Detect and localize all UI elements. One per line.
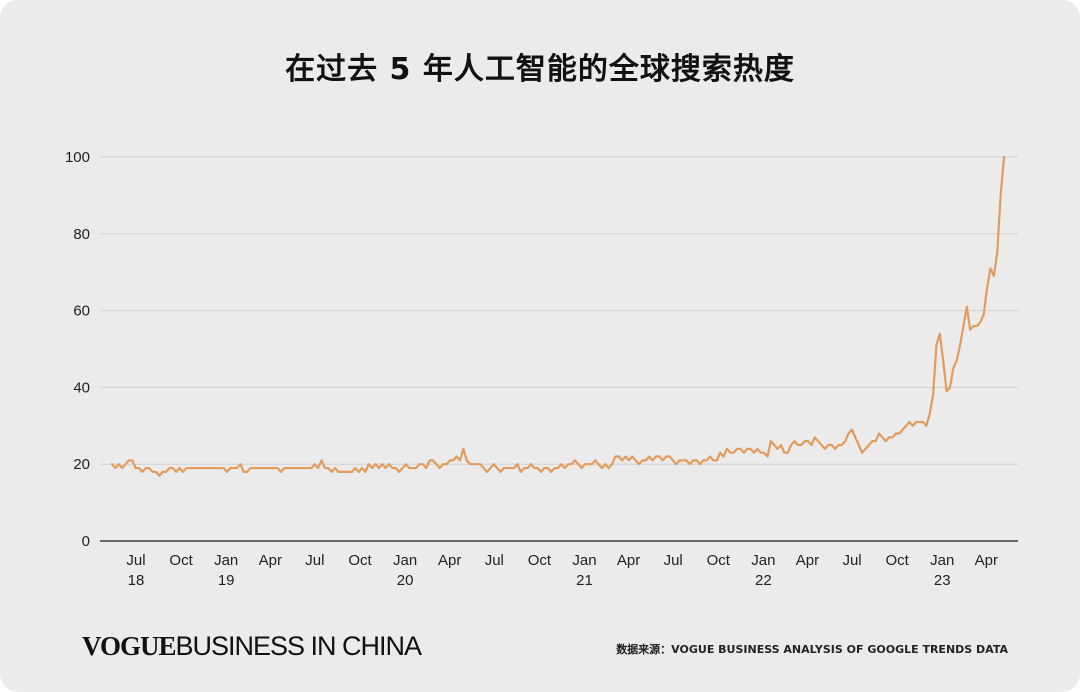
x-tick-label: Jan <box>572 552 596 569</box>
logo-vogue-text: VOGUE <box>82 631 176 661</box>
y-tick-label: 20 <box>73 456 90 473</box>
x-tick-label: Jan <box>751 552 775 569</box>
x-tick-label: Jan <box>930 552 954 569</box>
x-tick-label: Apr <box>259 552 282 569</box>
x-tick-label: Apr <box>796 552 819 569</box>
x-tick-label: Oct <box>707 552 731 569</box>
x-axis-labels: Jul 18 Oct Jan 19 Apr Jul Oct Jan 20 Apr Jul Oct Jan 2… <box>126 552 998 589</box>
x-tick-year-label: 20 <box>397 572 414 589</box>
y-tick-label: 0 <box>82 533 90 550</box>
x-tick-label: Jul <box>126 552 145 569</box>
x-tick-label: Jan <box>214 552 238 569</box>
logo-business-in-china-text: BUSINESS IN CHINA <box>175 631 422 661</box>
y-tick-label: 100 <box>65 149 90 166</box>
series-layer <box>110 155 1006 477</box>
x-tick-year-label: 23 <box>934 572 951 589</box>
x-tick-label: Apr <box>975 552 998 569</box>
vogue-business-logo: VOGUEBUSINESS IN CHINA <box>82 630 422 662</box>
x-tick-label: Jul <box>485 552 504 569</box>
x-tick-year-label: 21 <box>576 572 593 589</box>
x-tick-label: Oct <box>528 552 552 569</box>
x-tick-label: Jul <box>664 552 683 569</box>
chart-title: 在过去 5 年人工智能的全球搜索热度 <box>285 52 795 87</box>
y-tick-label: 60 <box>73 303 90 320</box>
y-axis-labels: 0 20 40 60 80 100 <box>65 149 90 550</box>
x-tick-year-label: 18 <box>128 572 145 589</box>
x-tick-year-label: 19 <box>218 572 235 589</box>
x-tick-label: Oct <box>885 552 909 569</box>
x-tick-label: Jul <box>305 552 324 569</box>
y-tick-label: 80 <box>73 226 90 243</box>
x-tick-label: Jan <box>393 552 417 569</box>
x-tick-label: Apr <box>438 552 461 569</box>
x-tick-year-label: 22 <box>755 572 772 589</box>
y-tick-label: 40 <box>73 379 90 396</box>
x-tick-label: Oct <box>348 552 372 569</box>
x-tick-label: Oct <box>169 552 193 569</box>
gridlines <box>100 156 1018 542</box>
series-line <box>110 155 1006 477</box>
x-tick-label: Jul <box>842 552 861 569</box>
x-tick-label: Apr <box>617 552 640 569</box>
data-source-note: 数据来源：VOGUE BUSINESS ANALYSIS OF GOOGLE T… <box>616 643 1008 656</box>
